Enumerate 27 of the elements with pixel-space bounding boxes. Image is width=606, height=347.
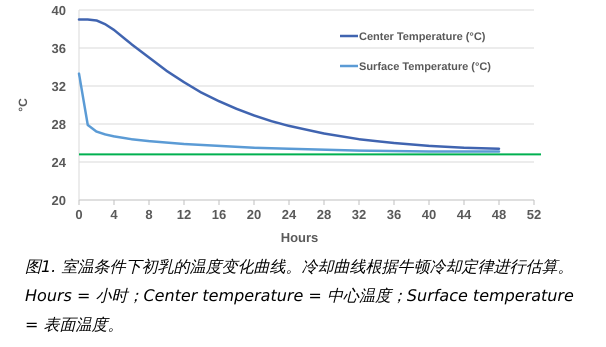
x-tick-label: 32: [352, 207, 366, 222]
legend-label: Surface Temperature (°C): [359, 61, 492, 73]
y-axis-title: °C: [16, 98, 30, 112]
x-axis-title: Hours: [280, 230, 318, 245]
x-tick-label: 48: [492, 207, 506, 222]
y-tick-label: 28: [52, 117, 66, 132]
x-tick-label: 16: [212, 207, 226, 222]
x-tick-label: 52: [526, 207, 542, 222]
y-tick-label: 40: [52, 3, 66, 18]
x-tick-label: 12: [176, 207, 192, 222]
line-series: [78, 18, 500, 150]
x-tick-label: 36: [386, 207, 402, 222]
x-tick-label: 24: [282, 207, 297, 222]
y-tick-label: 20: [52, 193, 66, 208]
x-tick-label: 20: [246, 207, 262, 222]
caption: 图1. 室温条件下初乳的温度变化曲线。冷却曲线根据牛顿冷却定律进行估算。Hours = 小时；Center temperature = 中心温度；Surface temperature = 表面温度。: [25, 256, 575, 336]
x-tick-label: 8: [145, 207, 153, 222]
y-tick-label: 24: [52, 155, 67, 170]
x-tick-label: 28: [316, 207, 332, 222]
y-tick-label: 36: [52, 41, 66, 56]
x-tick-label: 44: [456, 207, 472, 222]
x-tick-label: 40: [422, 207, 436, 222]
line-series: [78, 72, 500, 153]
y-tick-label: 32: [52, 79, 66, 94]
x-tick-label: 0: [75, 207, 83, 222]
legend-label: Center Temperature (°C): [359, 31, 486, 43]
x-tick-label: 4: [110, 207, 118, 222]
